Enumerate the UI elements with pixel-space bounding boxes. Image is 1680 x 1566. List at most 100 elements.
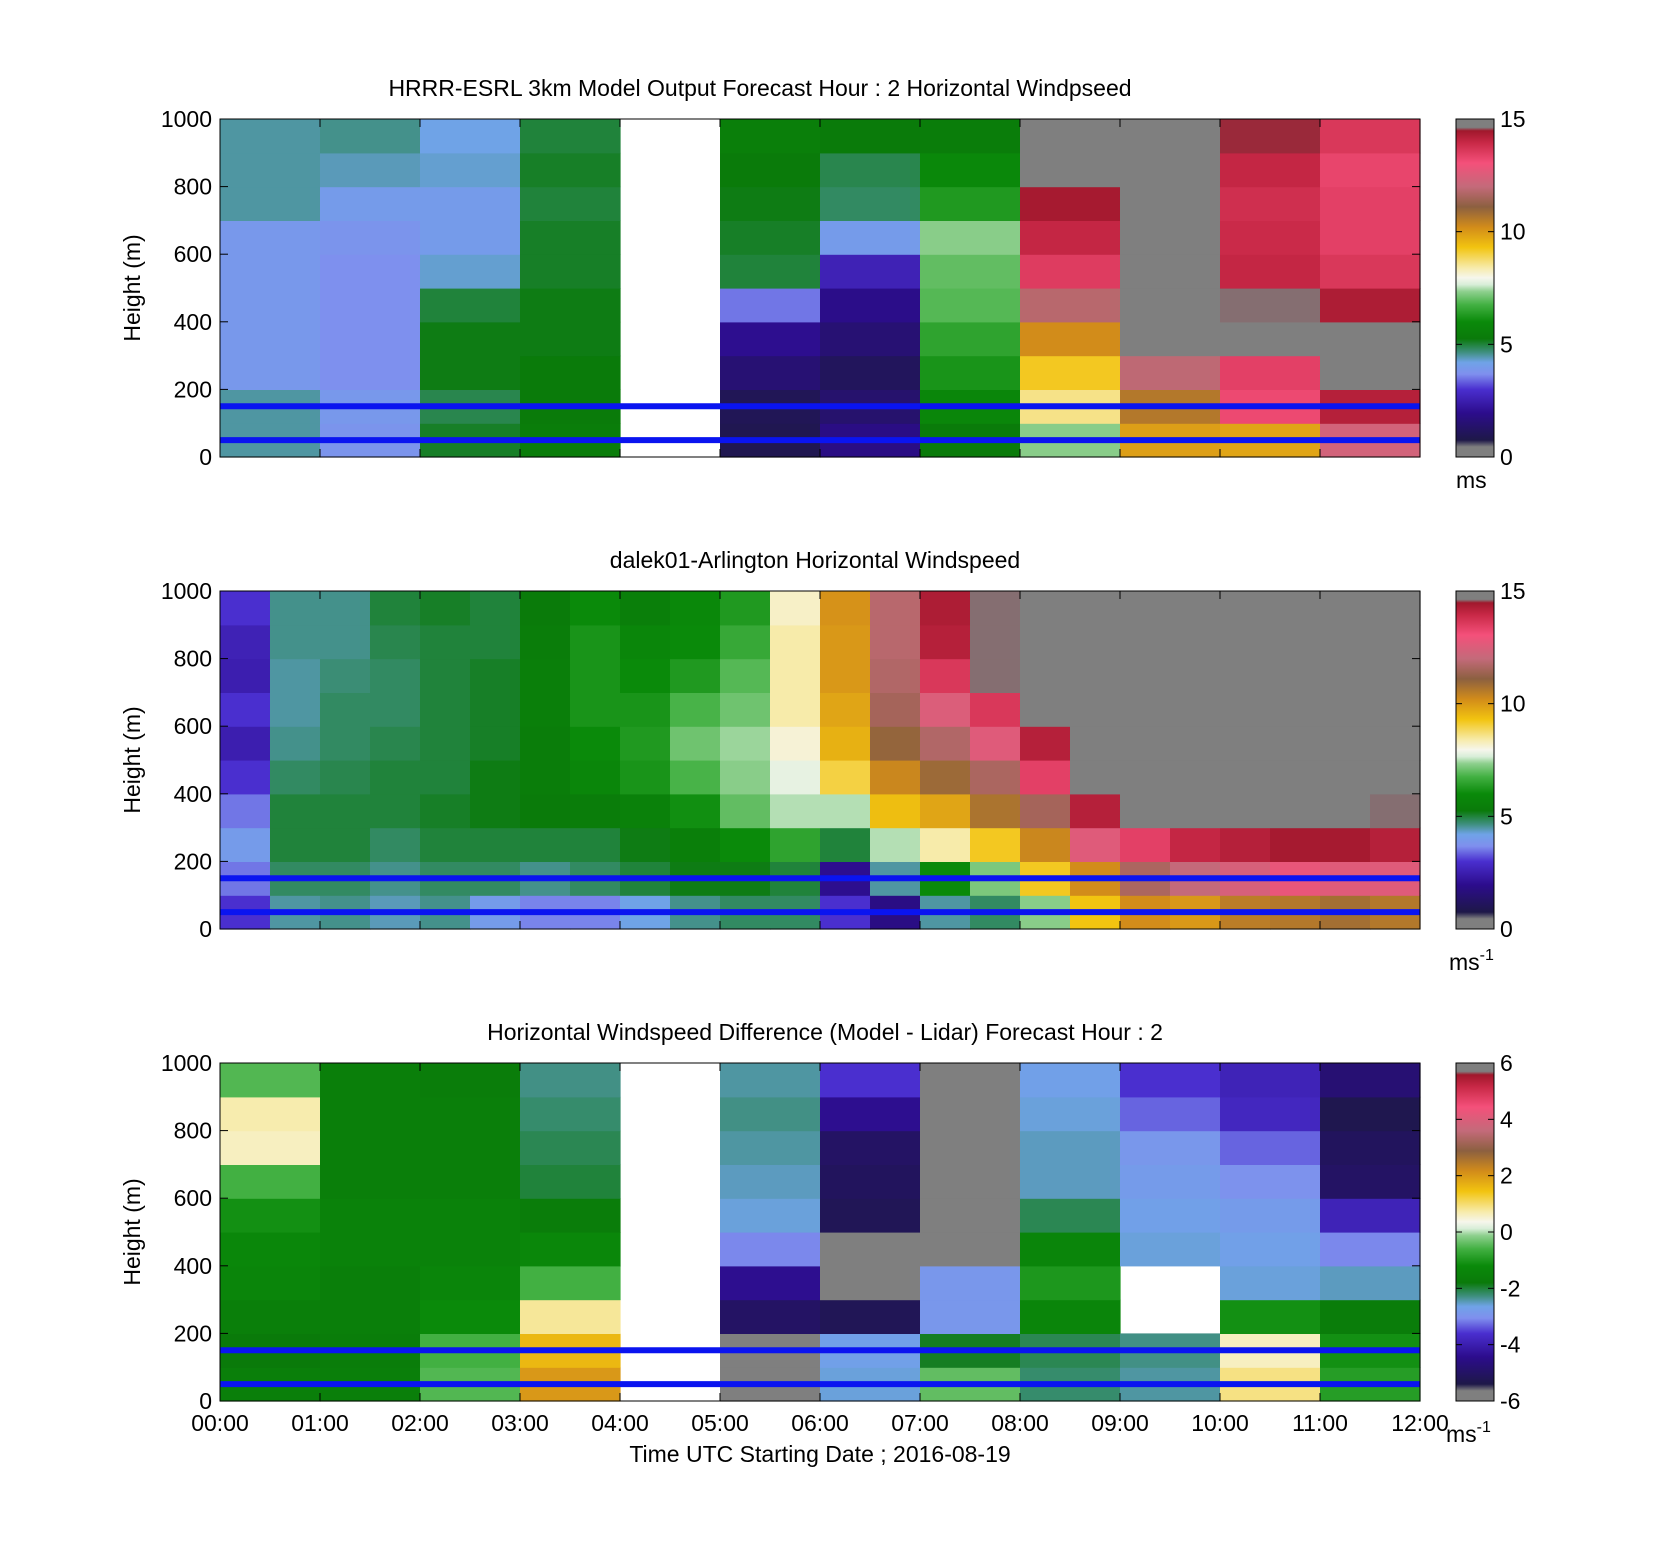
heatmap-cell <box>1120 288 1221 323</box>
observation-cell <box>970 726 1021 761</box>
colorbar-tick-label: 0 <box>1500 1219 1513 1245</box>
colorbar-tick-label: -6 <box>1500 1388 1520 1414</box>
heatmap-cell <box>520 1063 621 1098</box>
y-tick-label: 200 <box>174 848 212 874</box>
observation-cell <box>1220 827 1271 862</box>
observation-cell <box>1070 827 1121 862</box>
heatmap-cell <box>1320 355 1421 390</box>
observation-cell <box>920 793 971 829</box>
panel-lidar-reference-lines <box>220 875 1420 916</box>
heatmap-cell <box>520 1265 621 1301</box>
heatmap-cell <box>1220 1164 1321 1199</box>
y-tick-label: 0 <box>199 444 212 470</box>
observation-cell <box>1170 760 1221 795</box>
observation-cell <box>1120 760 1171 795</box>
y-tick-label: 800 <box>174 646 212 672</box>
heatmap-cell <box>1120 186 1221 221</box>
heatmap-cell <box>1320 1299 1421 1334</box>
heatmap-cell <box>1220 1130 1321 1165</box>
observation-cell <box>620 793 671 829</box>
observation-cell <box>1120 658 1171 693</box>
observation-cell <box>420 726 471 761</box>
observation-cell <box>220 760 271 795</box>
observation-cell <box>720 726 771 761</box>
heatmap-cell <box>1320 1164 1421 1199</box>
heatmap-cell <box>820 355 921 390</box>
heatmap-cell <box>920 1063 1021 1098</box>
heatmap-cell <box>1020 355 1121 390</box>
observation-cell <box>320 760 371 795</box>
observation-cell <box>270 726 321 761</box>
heatmap-cell <box>920 1096 1021 1132</box>
heatmap-cell <box>1320 220 1421 255</box>
panel-difference-title: Horizontal Windspeed Difference (Model -… <box>487 1019 1163 1045</box>
heatmap-cell <box>820 254 921 289</box>
heatmap-cell <box>720 1265 821 1301</box>
heatmap-cell <box>1320 1265 1421 1301</box>
observation-cell <box>1320 760 1371 795</box>
heatmap-cell <box>220 254 321 289</box>
observation-cell <box>920 726 971 761</box>
observation-cell <box>1270 760 1321 795</box>
heatmap-cell <box>720 1299 821 1334</box>
observation-cell <box>320 658 371 693</box>
heatmap-cell <box>1120 1164 1221 1199</box>
heatmap-cell <box>720 1232 821 1267</box>
observation-cell <box>670 692 721 727</box>
heatmap-cell <box>320 321 421 357</box>
observation-cell <box>220 624 271 660</box>
observation-cell <box>270 624 321 660</box>
observation-cell <box>620 692 671 727</box>
observation-cell <box>570 692 621 727</box>
y-tick-label: 600 <box>174 1185 212 1211</box>
observation-cell <box>1370 760 1421 795</box>
heatmap-cell <box>1320 186 1421 221</box>
heatmap-cell <box>520 1164 621 1199</box>
observation-cell <box>520 591 571 626</box>
x-tick-label: 08:00 <box>991 1410 1049 1436</box>
observation-cell <box>1120 793 1171 829</box>
observation-cell <box>1270 692 1321 727</box>
heatmap-cell <box>720 321 821 357</box>
heatmap-cell <box>320 152 421 188</box>
observation-cell <box>470 624 521 660</box>
observation-cell <box>870 658 921 693</box>
heatmap-cell <box>1320 1063 1421 1098</box>
observation-cell <box>220 591 271 626</box>
observation-cell <box>1370 591 1421 626</box>
panel-model-ticks: 0 200 400 600 800 1000 <box>161 106 1421 470</box>
observation-cell <box>270 760 321 795</box>
heatmap-cell <box>220 220 321 255</box>
heatmap-cell <box>720 119 821 154</box>
x-tick-label: 01:00 <box>291 1410 349 1436</box>
heatmap-cell <box>1220 1198 1321 1233</box>
observation-cell <box>420 624 471 660</box>
observation-cell <box>720 624 771 660</box>
observation-cell <box>470 692 521 727</box>
x-tick-label: 09:00 <box>1091 1410 1149 1436</box>
heatmap-cell <box>1320 1232 1421 1267</box>
heatmap-cell <box>720 1164 821 1199</box>
observation-cell <box>770 624 821 660</box>
panel-model-reference-lines <box>220 403 1420 444</box>
heatmap-cell <box>1220 152 1321 188</box>
observation-cell <box>970 658 1021 693</box>
x-tick-label: 02:00 <box>391 1410 449 1436</box>
observation-cell <box>820 760 871 795</box>
heatmap-cell <box>420 1299 521 1334</box>
observation-cell <box>720 591 771 626</box>
x-tick-label: 05:00 <box>691 1410 749 1436</box>
observation-cell <box>1270 793 1321 829</box>
heatmap-cell <box>420 1265 521 1301</box>
observation-cell <box>970 793 1021 829</box>
panel-lidar-colorbar-ticks: 0 5 10 15 <box>1456 578 1526 942</box>
heatmap-cell <box>820 186 921 221</box>
heatmap-cell <box>920 186 1021 221</box>
colorbar-tick-label: 2 <box>1500 1163 1513 1189</box>
heatmap-cell <box>1220 220 1321 255</box>
observation-cell <box>1020 658 1071 693</box>
heatmap-cell <box>420 355 521 390</box>
heatmap-cell <box>920 254 1021 289</box>
panel-difference-colorbar-unit: ms-1 <box>1446 1419 1491 1447</box>
observation-cell <box>520 658 571 693</box>
